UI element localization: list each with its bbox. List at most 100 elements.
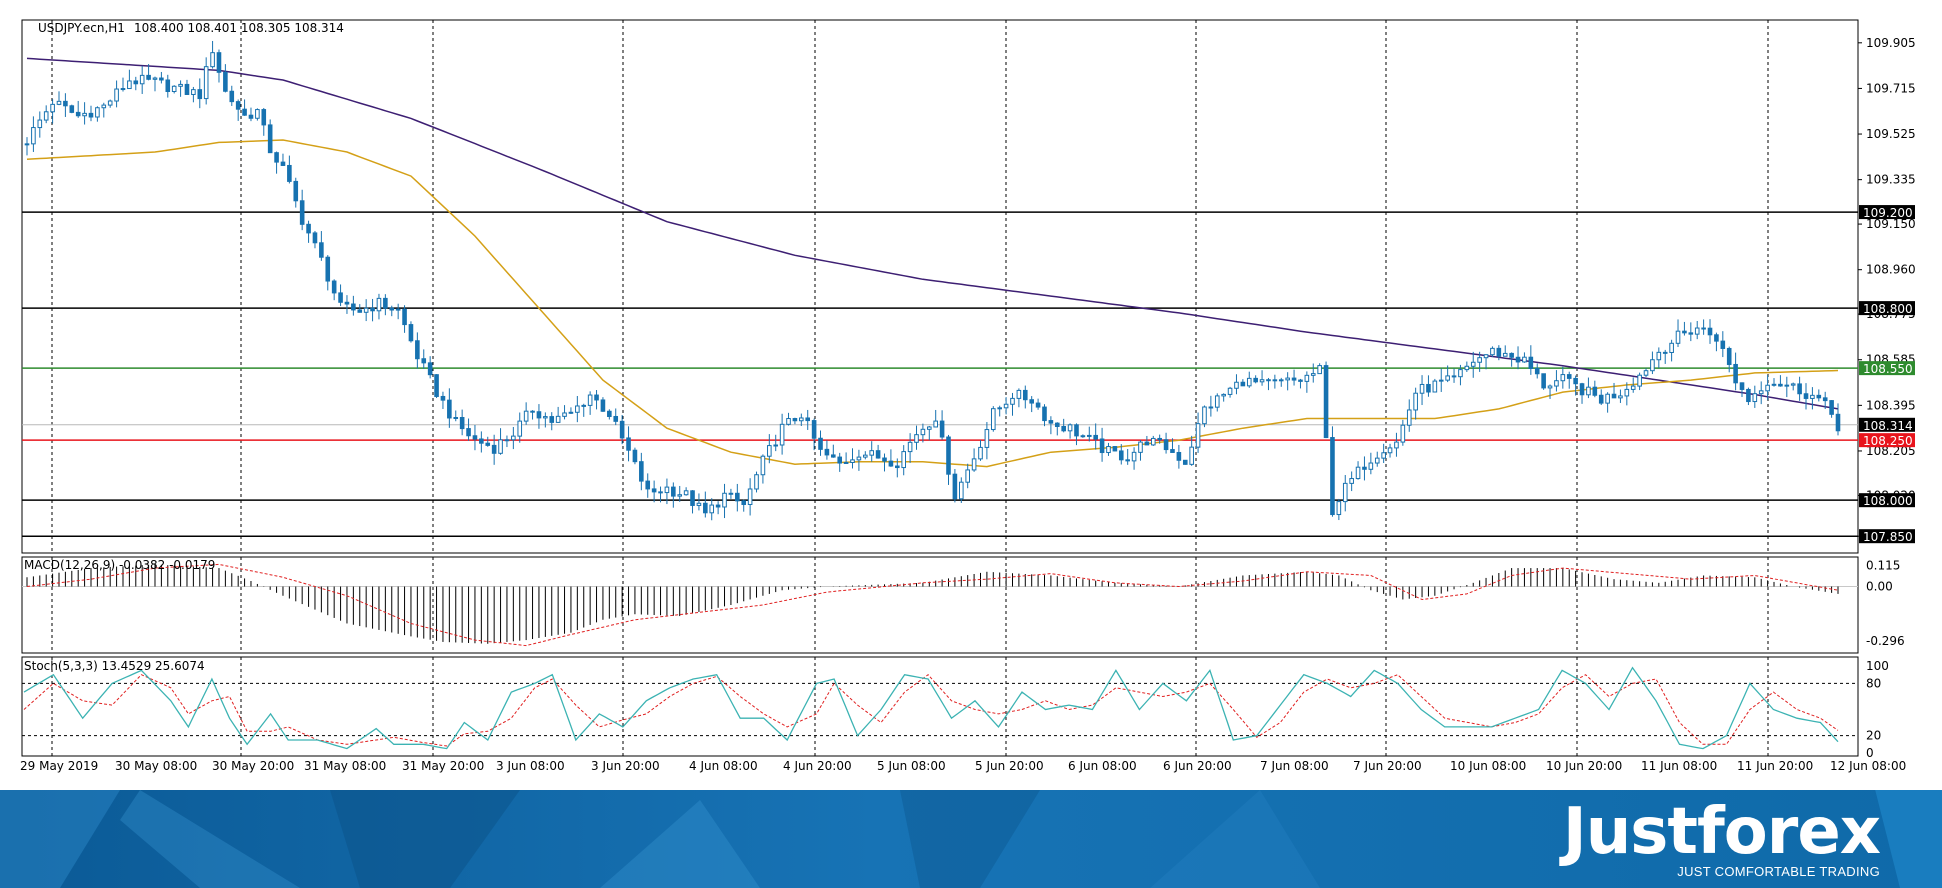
- candle-body: [267, 124, 273, 154]
- candle-body: [1470, 361, 1476, 367]
- candle: [376, 293, 382, 320]
- candle-body: [351, 303, 356, 311]
- candle: [626, 426, 631, 462]
- candle-body: [1195, 423, 1201, 448]
- candlestick-series[interactable]: [24, 40, 1841, 521]
- candle-body: [370, 307, 375, 312]
- candle-body: [978, 446, 983, 460]
- candle: [1701, 319, 1706, 335]
- candle-body: [1746, 388, 1751, 403]
- candle-body: [1579, 383, 1585, 396]
- candle-body: [82, 112, 87, 117]
- candle-body: [1208, 406, 1214, 409]
- candle-body: [811, 420, 817, 439]
- brand-banner: Justforex JUST COMFORTABLE TRADING: [0, 790, 1942, 888]
- candle: [50, 99, 55, 124]
- candle: [1566, 371, 1572, 389]
- candle-body: [408, 324, 414, 342]
- candle-body: [632, 449, 638, 463]
- candle: [1349, 471, 1354, 492]
- candle: [171, 85, 177, 94]
- candle-body: [1643, 370, 1649, 376]
- candle: [632, 447, 638, 465]
- candle: [1227, 386, 1233, 398]
- candle-body: [376, 297, 382, 312]
- level-tag-label: 108.800: [1863, 302, 1913, 316]
- candle: [1611, 382, 1617, 399]
- candle-body: [1400, 424, 1406, 443]
- candle-body: [229, 90, 235, 103]
- candle-body: [1560, 374, 1566, 382]
- candle: [920, 423, 926, 443]
- macd-signal-line: [26, 563, 1839, 647]
- candle: [216, 49, 222, 83]
- candle: [1323, 361, 1329, 439]
- candle: [1029, 396, 1034, 413]
- candle-body: [747, 488, 753, 505]
- candle: [1592, 380, 1598, 398]
- candle-body: [1387, 447, 1393, 454]
- candle-body: [1611, 393, 1617, 399]
- candle: [1355, 461, 1361, 480]
- candle-body: [946, 436, 951, 475]
- candle-body: [1042, 406, 1047, 422]
- candle: [127, 69, 132, 90]
- candle-body: [1086, 434, 1092, 437]
- level-tag-label: 109.200: [1863, 206, 1913, 220]
- candle-body: [1426, 383, 1431, 393]
- candle-body: [274, 152, 279, 163]
- candle-body: [1451, 375, 1457, 378]
- candle: [1490, 346, 1495, 357]
- candle: [491, 434, 497, 465]
- candle: [1387, 443, 1393, 458]
- candle: [511, 426, 516, 450]
- candle: [152, 76, 158, 92]
- x-tick-label: 7 Jun 08:00: [1260, 759, 1329, 773]
- candle-body: [639, 461, 644, 482]
- candle-body: [594, 394, 599, 401]
- candle-body: [773, 444, 779, 447]
- candle: [1362, 456, 1367, 481]
- candle-body: [1534, 367, 1540, 375]
- candle-body: [619, 420, 625, 439]
- candle: [1176, 444, 1182, 469]
- x-tick-label: 10 Jun 20:00: [1546, 759, 1622, 773]
- candle-body: [703, 502, 708, 514]
- candle-body: [1822, 397, 1828, 402]
- candle-body: [37, 119, 43, 129]
- candle: [95, 106, 100, 122]
- candle-body: [626, 437, 631, 451]
- x-tick-label: 10 Jun 08:00: [1450, 759, 1526, 773]
- candle: [843, 452, 849, 464]
- level-tag-box: [1859, 301, 1915, 316]
- level-tag-box: [1859, 433, 1915, 448]
- candle-body: [421, 358, 427, 364]
- candle-body: [1701, 327, 1706, 330]
- candle-body: [127, 80, 132, 90]
- candle: [1067, 423, 1073, 439]
- stoch-title: Stoch(5,3,3) 13.4529 25.6074: [24, 659, 205, 673]
- candle: [1234, 374, 1239, 395]
- candle: [1438, 368, 1444, 392]
- candle: [990, 406, 996, 432]
- y-tick-label: 109.525: [1866, 127, 1916, 141]
- candle: [31, 116, 36, 152]
- candle: [728, 488, 734, 499]
- candle: [447, 388, 452, 428]
- candle: [1035, 398, 1041, 410]
- candle: [1202, 405, 1207, 428]
- candle-body: [1336, 501, 1342, 516]
- candle-body: [607, 410, 612, 417]
- macd-tick-label: 0.115: [1866, 558, 1900, 572]
- current-price-label: 108.314: [1863, 419, 1913, 433]
- candle-body: [1093, 434, 1098, 440]
- candle-body: [869, 450, 875, 456]
- candle-body: [120, 88, 126, 91]
- candle: [1400, 419, 1406, 446]
- candle: [1093, 423, 1098, 450]
- candle-body: [31, 127, 36, 145]
- candle: [1061, 418, 1066, 433]
- horizontal-levels: [22, 211, 1858, 537]
- stoch-tick-label: 20: [1866, 729, 1881, 743]
- candle: [978, 440, 983, 461]
